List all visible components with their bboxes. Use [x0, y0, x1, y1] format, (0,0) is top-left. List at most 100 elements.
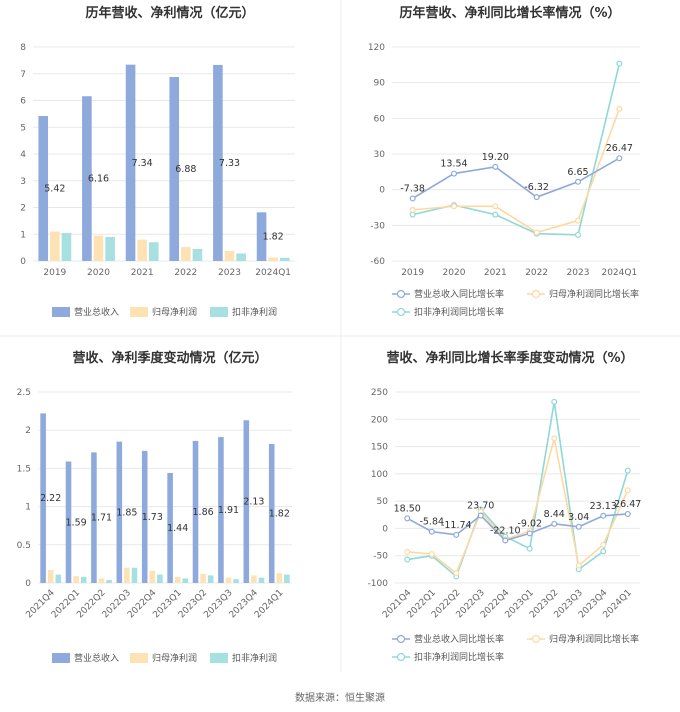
- data-label: -7.38: [400, 183, 425, 194]
- bar-1: [243, 420, 250, 583]
- chart-panel-annual-growth-rate: 历年营收、净利同比增长率情况（%） -60 -30 0 30 60 90 120 2019 202…: [368, 5, 640, 318]
- chart-panel-annual-revenue-profit: 历年营收、净利情况（亿元） 0 1 2 3 4 5 6 7 8 2019 2020 2021 2022 20…: [20, 5, 295, 318]
- data-label: 6.16: [88, 174, 109, 185]
- bar-2: [181, 247, 191, 261]
- data-point-1: [502, 537, 509, 544]
- data-label: 1.85: [116, 507, 137, 518]
- data-label: 1.73: [142, 512, 163, 523]
- bar-1: [256, 212, 267, 261]
- bar-1: [91, 452, 97, 583]
- bar-3: [106, 579, 112, 583]
- bar-3: [80, 576, 87, 583]
- data-label: 2.13: [243, 497, 264, 508]
- x-tick-label: 2023: [567, 268, 590, 278]
- bar-2: [149, 570, 156, 583]
- x-tick-label: 2019: [43, 268, 66, 278]
- data-point-1: [526, 530, 533, 537]
- bar-1: [218, 437, 224, 583]
- data-label: -6.32: [524, 182, 549, 193]
- legend-swatch: [130, 653, 148, 663]
- data-point-3: [526, 545, 533, 552]
- y-tick-label: 2: [20, 204, 26, 214]
- x-tick-label: 2022: [174, 268, 197, 278]
- y-tick-label: 5: [20, 123, 26, 133]
- x-tick-label: 2021: [131, 268, 154, 278]
- data-point-1: [600, 512, 607, 519]
- data-point-3: [409, 211, 416, 218]
- data-point-1: [451, 170, 458, 177]
- legend-swatch: [52, 307, 70, 317]
- data-point-2: [404, 548, 411, 555]
- bar-2: [50, 231, 60, 261]
- y-tick-label: 7: [20, 70, 26, 80]
- data-point-1: [616, 155, 623, 162]
- data-label: 3.04: [568, 512, 589, 523]
- data-point-2: [575, 562, 582, 569]
- data-label: 6.88: [175, 164, 196, 175]
- y-tick-label: 250: [371, 388, 388, 398]
- bar-2: [73, 576, 79, 583]
- data-label: 23.70: [467, 500, 494, 511]
- legend-label: 营业总收入同比增长率: [414, 633, 504, 645]
- bar-2: [174, 576, 181, 583]
- bar-3: [182, 578, 189, 583]
- data-point-2: [453, 570, 460, 577]
- data-label: 2.22: [40, 493, 61, 504]
- data-point-3: [574, 231, 581, 238]
- bar-1: [213, 64, 223, 261]
- bar-2: [251, 575, 257, 583]
- x-tick-label: 2020: [87, 268, 110, 278]
- data-label: -11.74: [441, 520, 472, 531]
- data-label: 1.91: [218, 505, 239, 516]
- x-tick-label: 2020: [443, 268, 466, 278]
- data-label: 1.86: [193, 507, 214, 518]
- data-point-1: [574, 178, 581, 185]
- legend-label: 扣非净利润: [232, 306, 277, 318]
- data-label: 7.34: [132, 158, 153, 169]
- legend-label: 营业总收入: [74, 652, 119, 664]
- data-point-2: [428, 551, 435, 558]
- data-label: -5.84: [419, 517, 444, 528]
- series-line-1: [406, 513, 628, 542]
- data-point-1: [404, 515, 411, 522]
- bar-1: [167, 472, 173, 583]
- data-point-1: [533, 194, 540, 201]
- bar-2: [124, 567, 130, 583]
- chart-title: 历年营收、净利同比增长率情况（%）: [399, 5, 620, 21]
- data-point-1: [575, 523, 582, 530]
- y-tick-label: 120: [368, 43, 385, 53]
- data-label: 23.13: [590, 501, 617, 512]
- legend-label: 扣非净利润: [232, 652, 277, 664]
- bar-2: [93, 235, 104, 261]
- data-point-3: [492, 211, 499, 218]
- data-label: 1.82: [263, 232, 284, 243]
- data-point-3: [551, 398, 558, 405]
- x-tick-label: 2024Q1: [253, 588, 285, 620]
- y-tick-label: 200: [371, 415, 388, 425]
- data-point-3: [624, 467, 631, 474]
- bar-3: [279, 257, 290, 261]
- data-label: 5.42: [44, 184, 65, 195]
- y-tick-label: 4: [20, 150, 26, 160]
- bar-3: [236, 253, 246, 261]
- data-source-text: 数据来源：恒生聚源: [295, 691, 385, 704]
- y-tick-label: -100: [368, 579, 389, 589]
- bar-1: [40, 413, 46, 583]
- data-label: 1.82: [269, 508, 290, 519]
- legend-label: 扣非净利润同比增长率: [414, 651, 504, 663]
- data-label: 8.44: [544, 509, 565, 520]
- bar-3: [258, 577, 265, 583]
- y-tick-label: 0: [20, 257, 26, 267]
- bar-3: [157, 574, 163, 583]
- data-label: 13.54: [440, 159, 467, 170]
- legend-swatch: [52, 653, 70, 663]
- bar-3: [148, 242, 159, 261]
- legend-label: 归母净利润: [152, 652, 197, 664]
- data-label: 1.44: [167, 523, 188, 534]
- x-tick-label: 2021: [484, 268, 507, 278]
- series-line-1: [412, 157, 620, 200]
- y-tick-label: 3: [20, 177, 26, 187]
- bar-1: [141, 450, 148, 583]
- bar-2: [268, 257, 278, 261]
- data-label: 1.59: [66, 517, 87, 528]
